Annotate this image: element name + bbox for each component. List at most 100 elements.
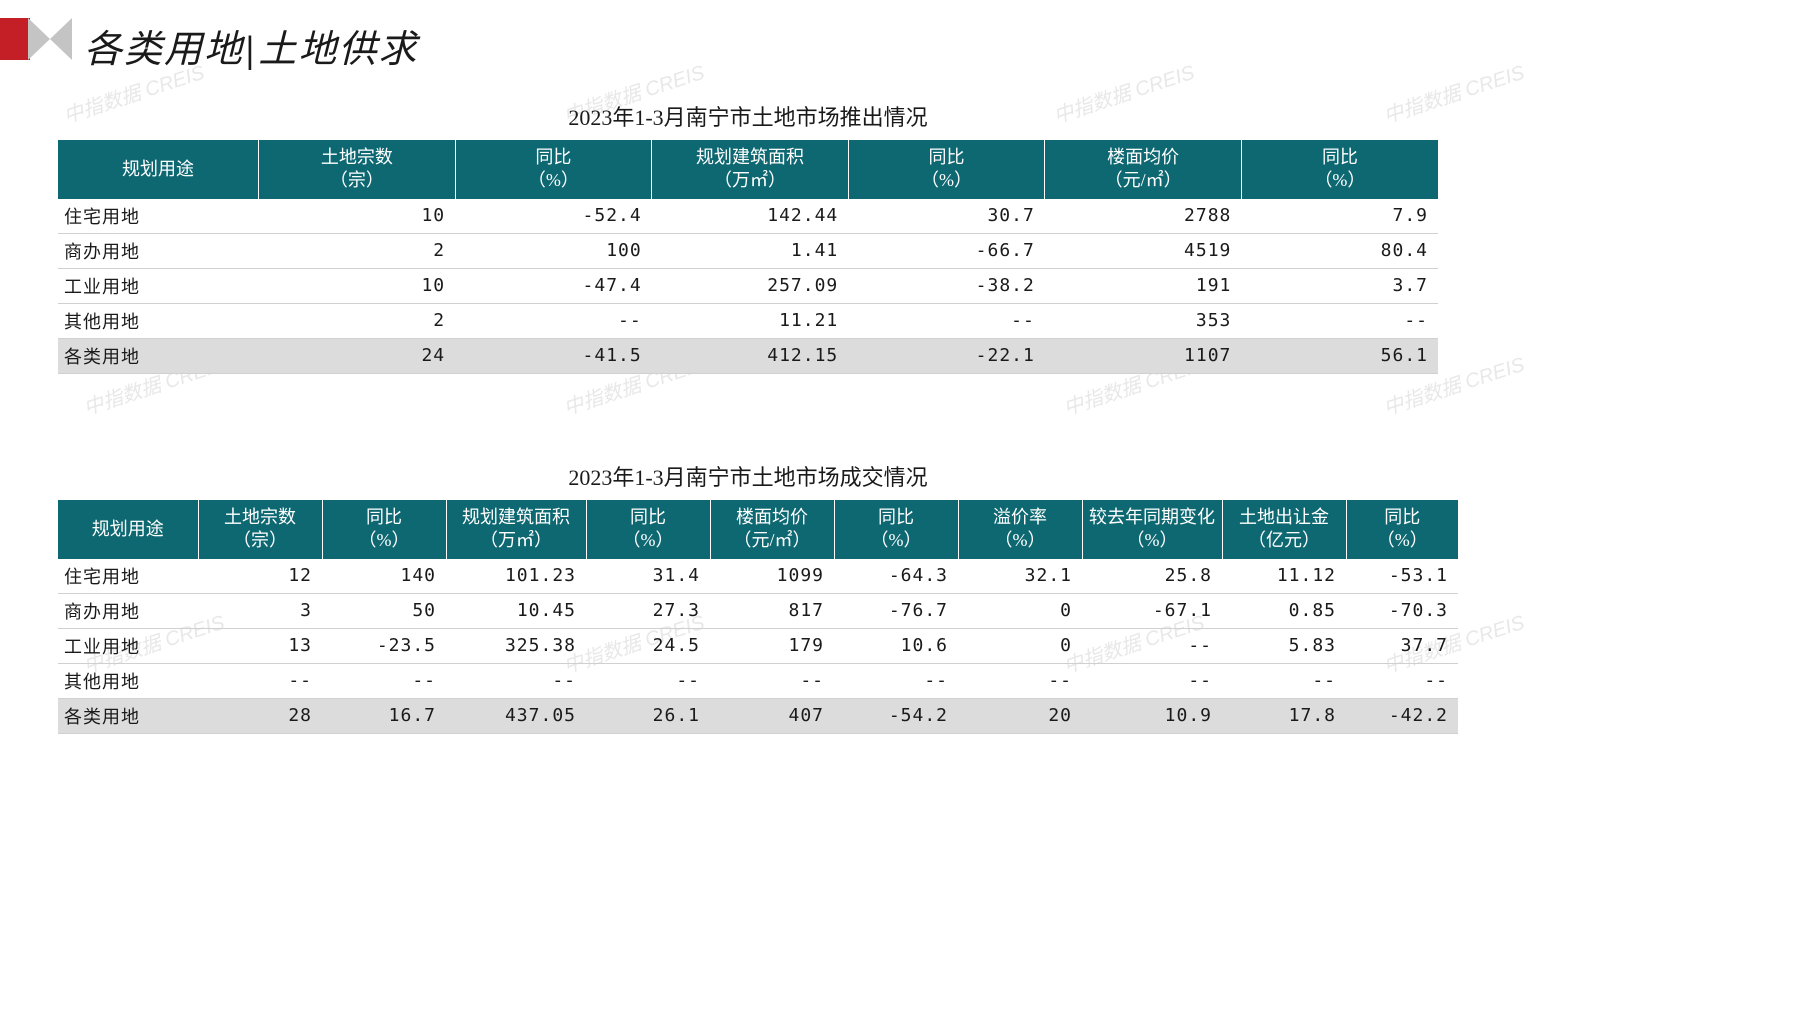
row-label-cell: 住宅用地 xyxy=(58,559,198,594)
data-cell: 3.7 xyxy=(1241,268,1438,303)
data-cell: 325.38 xyxy=(446,628,586,663)
data-cell: 0 xyxy=(958,593,1082,628)
data-cell: 407 xyxy=(710,698,834,733)
data-cell: 26.1 xyxy=(586,698,710,733)
col-label-top: 同比 xyxy=(630,507,666,527)
logo-gray-tri-2 xyxy=(50,18,72,60)
col-header: 规划用途 xyxy=(58,500,198,559)
table-deal: 规划用途土地宗数（宗）同比（%）规划建筑面积（万㎡）同比（%）楼面均价（元/㎡）… xyxy=(58,500,1458,734)
data-cell: 56.1 xyxy=(1241,338,1438,373)
col-label-top: 同比 xyxy=(878,507,914,527)
table-row: 各类用地2816.7437.0526.1407-54.22010.917.8-4… xyxy=(58,698,1458,733)
logo-red-block xyxy=(0,18,30,60)
data-cell: 191 xyxy=(1045,268,1242,303)
row-label-cell: 工业用地 xyxy=(58,628,198,663)
data-cell: 817 xyxy=(710,593,834,628)
table-row: 商办用地35010.4527.3817-76.70-67.10.85-70.3 xyxy=(58,593,1458,628)
data-cell: 27.3 xyxy=(586,593,710,628)
col-header: 规划建筑面积（万㎡） xyxy=(446,500,586,559)
col-label-bot: （%） xyxy=(921,170,972,190)
row-label-cell: 各类用地 xyxy=(58,338,259,373)
col-label-top: 规划建筑面积 xyxy=(696,147,804,167)
col-header: 楼面均价（元/㎡） xyxy=(1045,140,1242,199)
data-cell: 179 xyxy=(710,628,834,663)
col-header: 同比（%） xyxy=(834,500,958,559)
data-cell: 7.9 xyxy=(1241,199,1438,234)
data-cell: -38.2 xyxy=(848,268,1045,303)
section-supply: 2023年1-3月南宁市土地市场推出情况 规划用途土地宗数（宗）同比（%）规划建… xyxy=(58,100,1438,374)
title-left: 各类用地 xyxy=(84,29,244,71)
col-label-bot: （%） xyxy=(995,530,1046,550)
data-cell: -64.3 xyxy=(834,559,958,594)
title-right: 土地供求 xyxy=(258,29,418,71)
col-label-top: 土地宗数 xyxy=(321,147,393,167)
col-label-top: 楼面均价 xyxy=(1107,147,1179,167)
data-cell: 28 xyxy=(198,698,322,733)
data-cell: -- xyxy=(198,663,322,698)
col-label-top: 规划建筑面积 xyxy=(462,507,570,527)
data-cell: 17.8 xyxy=(1222,698,1346,733)
data-cell: 25.8 xyxy=(1082,559,1222,594)
data-cell: 2788 xyxy=(1045,199,1242,234)
data-cell: 16.7 xyxy=(322,698,446,733)
col-header: 较去年同期变化（%） xyxy=(1082,500,1222,559)
logo xyxy=(0,18,72,60)
col-label-top: 溢价率 xyxy=(993,507,1047,527)
section-deal: 2023年1-3月南宁市土地市场成交情况 规划用途土地宗数（宗）同比（%）规划建… xyxy=(58,460,1438,734)
table2-body: 住宅用地12140101.2331.41099-64.332.125.811.1… xyxy=(58,559,1458,734)
col-header: 同比（%） xyxy=(1346,500,1458,559)
data-cell: -- xyxy=(958,663,1082,698)
col-label-bot: （%） xyxy=(528,170,579,190)
col-header: 同比（%） xyxy=(848,140,1045,199)
col-label-bot: （%） xyxy=(1314,170,1365,190)
table1-title: 2023年1-3月南宁市土地市场推出情况 xyxy=(58,100,1438,132)
data-cell: -67.1 xyxy=(1082,593,1222,628)
data-cell: 30.7 xyxy=(848,199,1045,234)
col-label-top: 同比 xyxy=(1384,507,1420,527)
col-label-bot: （宗） xyxy=(233,530,287,550)
data-cell: -- xyxy=(446,663,586,698)
data-cell: -22.1 xyxy=(848,338,1045,373)
col-label-bot: （元/㎡） xyxy=(733,530,810,550)
col-header: 土地宗数（宗） xyxy=(259,140,456,199)
data-cell: -23.5 xyxy=(322,628,446,663)
col-header: 土地出让金（亿元） xyxy=(1222,500,1346,559)
col-label-top: 同比 xyxy=(535,147,571,167)
data-cell: 437.05 xyxy=(446,698,586,733)
data-cell: 0.85 xyxy=(1222,593,1346,628)
data-cell: 12 xyxy=(198,559,322,594)
col-label-bot: （万㎡） xyxy=(714,170,786,190)
data-cell: -66.7 xyxy=(848,233,1045,268)
data-cell: 11.21 xyxy=(652,303,849,338)
data-cell: 2 xyxy=(259,233,456,268)
row-label-cell: 商办用地 xyxy=(58,233,259,268)
row-label-cell: 其他用地 xyxy=(58,663,198,698)
data-cell: -54.2 xyxy=(834,698,958,733)
table-row: 其他用地-------------------- xyxy=(58,663,1458,698)
data-cell: 10.6 xyxy=(834,628,958,663)
data-cell: 140 xyxy=(322,559,446,594)
data-cell: -- xyxy=(1346,663,1458,698)
data-cell: 0 xyxy=(958,628,1082,663)
table2-title: 2023年1-3月南宁市土地市场成交情况 xyxy=(58,460,1438,492)
data-cell: 10 xyxy=(259,199,456,234)
row-label-cell: 工业用地 xyxy=(58,268,259,303)
data-cell: -- xyxy=(455,303,652,338)
data-cell: 2 xyxy=(259,303,456,338)
table-row: 各类用地24-41.5412.15-22.1110756.1 xyxy=(58,338,1438,373)
data-cell: -- xyxy=(834,663,958,698)
row-label-cell: 其他用地 xyxy=(58,303,259,338)
data-cell: -47.4 xyxy=(455,268,652,303)
col-label-top: 土地宗数 xyxy=(224,507,296,527)
data-cell: 13 xyxy=(198,628,322,663)
data-cell: -52.4 xyxy=(455,199,652,234)
data-cell: 11.12 xyxy=(1222,559,1346,594)
data-cell: -76.7 xyxy=(834,593,958,628)
data-cell: -- xyxy=(1082,628,1222,663)
data-cell: 80.4 xyxy=(1241,233,1438,268)
data-cell: -- xyxy=(848,303,1045,338)
data-cell: 101.23 xyxy=(446,559,586,594)
data-cell: 142.44 xyxy=(652,199,849,234)
data-cell: -- xyxy=(1082,663,1222,698)
col-label-top: 土地出让金 xyxy=(1239,507,1329,527)
